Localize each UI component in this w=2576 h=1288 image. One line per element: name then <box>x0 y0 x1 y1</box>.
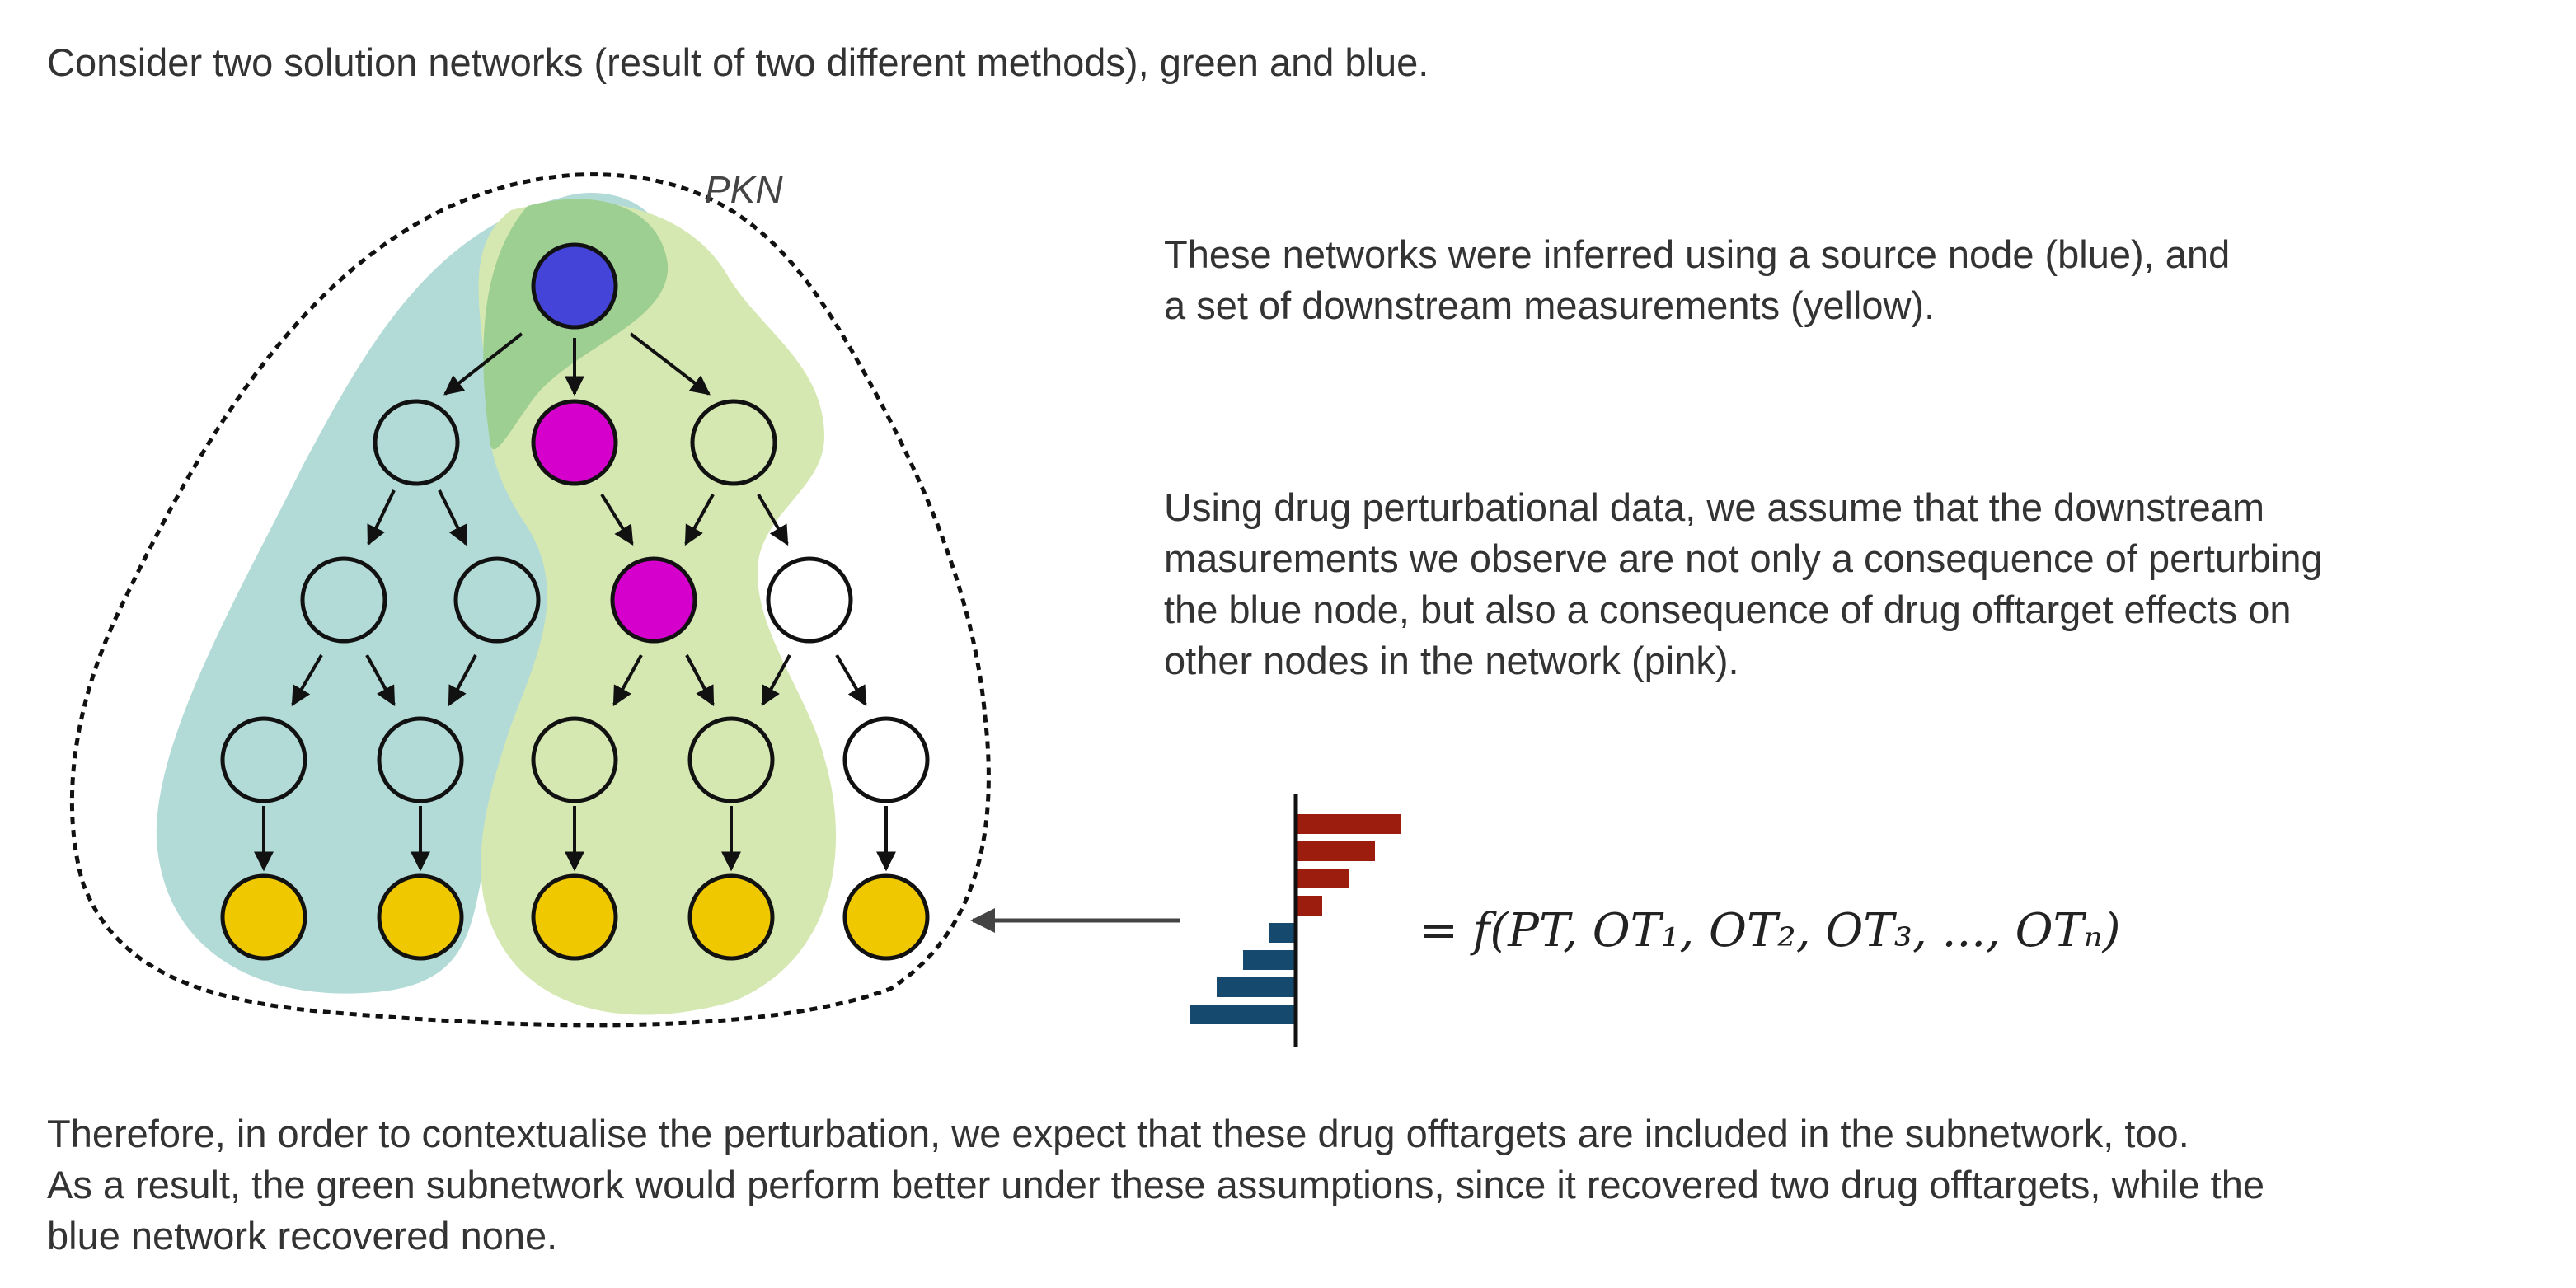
offtarget-node <box>610 556 697 644</box>
edge <box>684 494 715 546</box>
network-node <box>453 556 541 644</box>
edge <box>685 654 715 707</box>
edge <box>629 332 711 396</box>
negative-bar <box>1217 977 1296 997</box>
positive-bar <box>1296 841 1375 861</box>
nodes <box>220 242 930 961</box>
negative-bar <box>1243 950 1296 970</box>
positive-bar <box>1296 896 1322 916</box>
conclusion-line: blue network recovered none. <box>47 1214 558 1258</box>
edge <box>443 332 523 396</box>
measurement-node <box>377 873 464 961</box>
edge <box>612 654 643 707</box>
offtarget-paragraph: Using drug perturbational data, we assum… <box>1164 482 2323 686</box>
source-paragraph-line: These networks were inferred using a sou… <box>1164 232 2231 276</box>
edge <box>757 493 789 546</box>
edge <box>438 489 467 546</box>
edges <box>254 332 896 872</box>
conclusion-line: As a result, the green subnetwork would … <box>47 1163 2264 1206</box>
intro-text: Consider two solution networks (result o… <box>47 37 1429 88</box>
measurement-node <box>531 873 618 961</box>
positive-bar <box>1296 814 1401 834</box>
pkn-label: PKN <box>705 168 783 211</box>
network-node <box>300 556 387 644</box>
source-paragraph-line: a set of downstream measurements (yellow… <box>1164 283 1936 327</box>
network-node <box>690 399 777 486</box>
measurement-node <box>220 873 307 961</box>
pkn-boundary <box>69 172 991 1028</box>
offtarget-node <box>531 399 618 486</box>
measurement-bar-chart <box>1190 814 1401 1024</box>
network-node <box>373 399 460 486</box>
network-node <box>531 716 618 803</box>
offtarget-paragraph-line: Using drug perturbational data, we assum… <box>1164 485 2265 529</box>
network-node <box>377 716 464 803</box>
offtarget-paragraph-line: other nodes in the network (pink). <box>1164 639 1739 682</box>
offtarget-paragraph-line: masurements we observe are not only a co… <box>1164 536 2323 580</box>
formula: = f(PT, OT₁, OT₂, OT₃, ..., OTₙ) <box>1419 904 2120 958</box>
offtarget-paragraph-line: the blue node, but also a consequence of… <box>1164 588 2292 631</box>
edge <box>835 653 867 707</box>
conclusion-paragraph: Therefore, in order to contextualise the… <box>47 1108 2264 1262</box>
positive-bar <box>1296 869 1349 888</box>
network-node <box>220 716 307 803</box>
edge <box>600 493 634 546</box>
negative-bar <box>1269 923 1296 943</box>
edge <box>761 654 791 707</box>
network-node <box>687 716 775 803</box>
measurement-node <box>687 873 775 961</box>
intro-line: Consider two solution networks (result o… <box>47 40 1429 84</box>
edge <box>448 654 477 707</box>
source-node <box>531 242 618 330</box>
edge <box>291 653 323 707</box>
network-node <box>766 556 853 644</box>
source-paragraph: These networks were inferred using a sou… <box>1164 229 2230 331</box>
negative-bar <box>1190 1005 1296 1024</box>
edge <box>365 654 396 707</box>
conclusion-line: Therefore, in order to contextualise the… <box>47 1112 2189 1155</box>
measurement-node <box>842 873 930 961</box>
network-node <box>842 716 930 803</box>
edge <box>367 489 396 546</box>
